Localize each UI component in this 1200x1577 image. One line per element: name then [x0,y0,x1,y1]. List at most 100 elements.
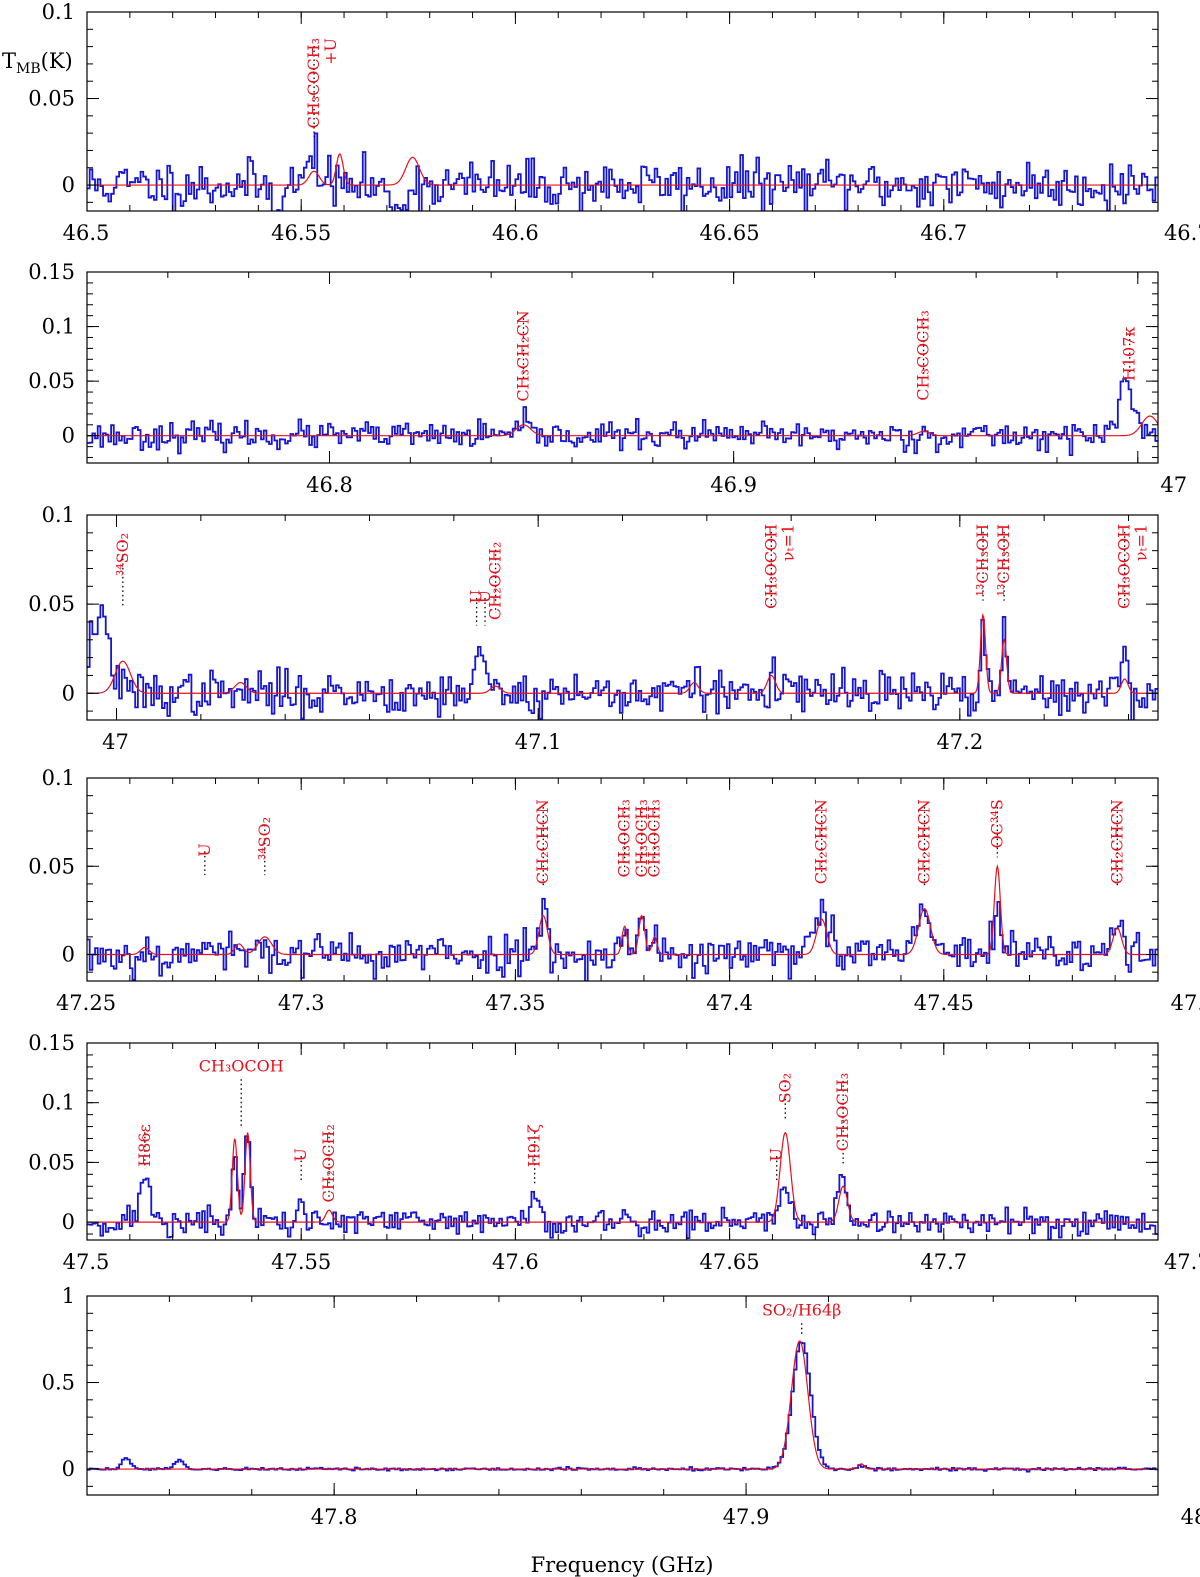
model-spectrum-6 [87,1340,1158,1470]
x-tick-label: 47.2 [936,730,983,754]
y-tick-label: 0.05 [28,1150,75,1174]
panel-frame-6 [86,1295,1159,1496]
line-label-secondary: +U [321,38,340,65]
spectrum-panel-1: 46.5 46.55 46.6 46.65 46.7 46.75 0 0.05 0.1 CH₃CO… [28,0,1200,245]
line-label: U [195,843,214,856]
x-tick-label: 47.35 [485,991,545,1015]
line-label: CH₃COCH₃ [914,310,933,401]
y-tick-label: 0 [62,1210,75,1234]
observed-spectrum-4 [87,897,1158,981]
x-tick-label: 48 [1181,1505,1200,1529]
line-label: CH₃OCH₃ [645,799,664,877]
spectrum-panel-4: 47.25 47.3 47.35 47.4 47.45 47.5 0 0.05 0.1 U ³⁴SO… [28,766,1200,1015]
y-tick-label: 0.05 [28,369,75,393]
x-tick-label: 47.1 [515,730,562,754]
x-tick-label: 47.5 [63,1250,110,1274]
line-label: U [291,1148,310,1161]
x-tick-label: 47.6 [492,1250,539,1274]
x-tick-label: 47.75 [1164,1250,1200,1274]
y-tick-label: 0 [62,681,75,705]
line-label: CH₃OCOH [761,524,780,609]
line-label: H107κ [1120,327,1139,382]
spectrum-panel-2: 46.8 46.9 47 0 0.05 0.1 0.15 CH₃CH₂CN CH₃COCH₃ H1… [28,260,1187,497]
observed-spectrum-6 [87,1341,1158,1473]
x-tick-label: 47.55 [271,1250,331,1274]
observed-spectrum-3 [87,604,1158,720]
x-axis-label: Frequency (GHz) [531,1553,714,1577]
line-label: CH₃COCH₃ [304,38,323,129]
spectrum-panel-6: 47.8 47.9 48 0 0.5 1 SO₂/H64β [42,1284,1200,1529]
y-tick-label: 0 [62,943,75,967]
y-tick-label: 1 [62,1284,75,1308]
spectrum-panel-5: 47.5 47.55 47.6 47.65 47.7 47.75 0 0.05 0.1 0.15 H… [28,1031,1200,1274]
line-label: H86ε [135,1124,154,1167]
x-tick-label: 46.75 [1164,221,1200,245]
x-tick-label: 46.6 [492,221,539,245]
y-tick-label: 0.15 [28,260,75,284]
y-tick-label: 0.1 [42,1091,75,1115]
x-tick-label: 46.7 [920,221,967,245]
x-tick-label: 46.5 [63,221,110,245]
x-tick-label: 46.8 [306,473,353,497]
observed-spectrum-5 [87,1135,1158,1240]
x-tick-label: 46.9 [710,473,757,497]
y-tick-label: 0.1 [42,315,75,339]
x-tick-label: 47.25 [56,991,116,1015]
line-label: CH₃OCH₃ [615,799,634,877]
x-tick-label: 46.65 [700,221,760,245]
line-label: ³⁴SO₂ [255,817,274,860]
panel-frame-5 [86,1042,1159,1241]
line-label: U [467,590,486,603]
line-label: SO₂ [775,1073,794,1104]
line-label: ¹³CH₃OH [994,524,1013,597]
line-label: ¹³CH₃OH [973,524,992,597]
y-tick-label: 0.5 [42,1371,75,1395]
panel-frame-1 [86,11,1159,212]
x-tick-label: 47.7 [920,1250,967,1274]
model-spectrum-4 [87,863,1158,956]
line-label: CH₃OCH₃ [833,1073,852,1151]
y-tick-label: 0.1 [42,0,75,24]
y-tick-label: 0.15 [28,1031,75,1055]
spectrum-panels: 46.5 46.55 46.6 46.65 46.7 46.75 0 0.05 0.1 CH₃CO… [28,0,1200,1529]
y-tick-label: 0.1 [42,503,75,527]
observed-spectrum-1 [87,132,1158,211]
panel-frame-4 [86,777,1159,982]
line-label: CH₂CHCN [533,799,552,884]
line-label: CH₂CHCN [1107,799,1126,884]
line-label: U [767,1148,786,1161]
y-tick-label: 0.05 [28,87,75,111]
model-spectrum-2 [87,415,1158,437]
x-tick-label: 47.5 [1171,991,1200,1015]
model-spectrum-5 [87,1131,1158,1223]
y-tick-label: 0.05 [28,854,75,878]
y-tick-label: 0.05 [28,592,75,616]
x-tick-label: 46.55 [271,221,331,245]
x-tick-label: 47.4 [706,991,753,1015]
panel-frame-2 [86,271,1159,464]
line-label: CH₂OCH₂ [486,542,505,620]
line-label-secondary: νₜ=1 [1132,524,1151,561]
line-label: CH₃CH₂CN [513,310,532,401]
line-label-secondary: νₜ=1 [778,524,797,561]
line-label: CH₂OCH₂ [319,1124,338,1202]
model-spectrum-1 [87,153,1158,186]
line-label: SO₂/H64β [762,1300,841,1319]
x-tick-label: 47 [1160,473,1187,497]
line-label: CH₃OCH₃ [632,799,651,877]
y-tick-label: 0.1 [42,766,75,790]
y-tick-label: 0 [62,1457,75,1481]
line-label: OC³⁴S [987,799,1006,848]
line-label: U [475,590,494,603]
model-spectrum-3 [87,612,1158,694]
line-label: CH₂CHCN [812,799,831,884]
line-label: ³⁴SO₂ [113,533,132,576]
x-tick-label: 47.65 [700,1250,760,1274]
y-tick-label: 0 [62,424,75,448]
line-label: CH₂CHCN [915,799,934,884]
line-label: CH₃OCOH [1115,524,1134,609]
y-axis-label: TMB(K) [2,49,73,77]
x-tick-label: 47.45 [914,991,974,1015]
